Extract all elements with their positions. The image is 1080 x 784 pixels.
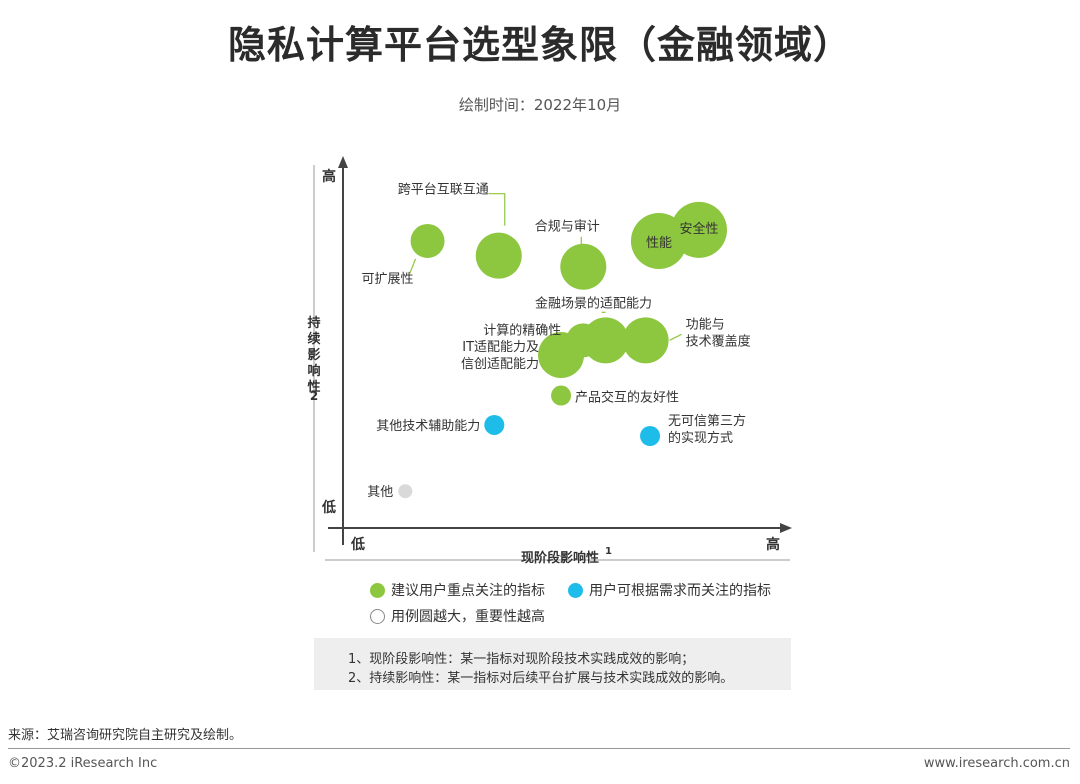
bubble-label: 安全性 — [679, 221, 718, 237]
bubble-point — [560, 243, 607, 290]
legend-item-size: 用例圆越大，重要性越高 — [370, 606, 545, 626]
bubble-label: 产品交互的友好性 — [575, 390, 679, 406]
x-tick-high: 高 — [766, 536, 780, 553]
y-axis-title-char: 持 — [307, 315, 320, 331]
source-note: 来源：艾瑞咨询研究院自主研究及绘制。 — [8, 728, 243, 743]
legend-item-green: 建议用户重点关注的指标 — [370, 580, 545, 600]
website-url: www.iresearch.com.cn — [923, 756, 1070, 771]
x-axis-title-sup: 1 — [605, 546, 612, 557]
bubble-point — [398, 484, 413, 499]
y-axis-title-char: 续 — [307, 331, 320, 347]
bubble-point — [671, 201, 727, 258]
bubble-label: 功能与技术覆盖度 — [686, 317, 751, 349]
bubble-series — [398, 201, 727, 499]
legend-blue-label: 用户可根据需求而关注的指标 — [589, 583, 771, 599]
footnotes-box: 1、现阶段影响性：某一指标对现阶段技术实践成效的影响； 2、持续影响性：某一指标… — [314, 638, 791, 690]
bubble-point — [622, 317, 669, 364]
y-axis-title: 持续影响性 — [307, 315, 320, 395]
bubble-point — [538, 332, 585, 379]
leader-line — [669, 333, 682, 341]
y-axis-title-char: 性 — [307, 379, 320, 395]
x-axis-arrow — [780, 523, 792, 533]
x-tick-low: 低 — [350, 536, 365, 553]
legend-size-swatch — [370, 608, 385, 624]
y-axis-title-char: 响 — [307, 363, 320, 379]
bubble-label: 计算的精确性 — [483, 322, 561, 338]
bubble-label: 合规与审计 — [535, 220, 600, 235]
page-title: 隐私计算平台选型象限（金融领域） — [227, 23, 852, 67]
bubble-point — [475, 232, 522, 279]
copyright: ©2023.2 iResearch Inc — [8, 756, 158, 771]
bubble-point — [640, 426, 661, 446]
y-axis-title-sup: 2 — [310, 389, 318, 403]
legend-size-label: 用例圆越大，重要性越高 — [391, 609, 545, 625]
page-subtitle: 绘制时间：2022年10月 — [458, 96, 622, 114]
bubble-label: 性能 — [646, 236, 672, 251]
bubble-label: 可扩展性 — [362, 272, 414, 287]
footer-divider — [8, 748, 1070, 749]
legend-green-swatch — [370, 582, 385, 598]
legend-item-blue: 用户可根据需求而关注的指标 — [568, 580, 771, 600]
leader-line — [488, 193, 506, 226]
bubble-label: 其他 — [367, 485, 393, 500]
y-axis-arrow — [338, 156, 348, 168]
x-axis-title: 现阶段影响性 — [521, 550, 599, 566]
footnote-1: 1、现阶段影响性：某一指标对现阶段技术实践成效的影响； — [348, 652, 695, 667]
y-axis-title-char: 影 — [307, 347, 320, 363]
bubble-label: IT适配能力及信创适配能力 — [461, 340, 539, 372]
bubble-label: 其他技术辅助能力 — [376, 419, 480, 434]
bubble-label: 跨平台互联互通 — [398, 183, 489, 198]
quadrant-chart: 高 低 低 高 现阶段影响性 1 持续影响性 2 可扩展性 跨平台互联互通合规与审… — [307, 156, 792, 566]
y-tick-high: 高 — [322, 168, 336, 185]
y-tick-low: 低 — [321, 499, 336, 516]
bubble-point — [551, 385, 572, 406]
bubble-label: 无可信第三方的实现方式 — [668, 413, 746, 446]
bubble-label: 金融场景的适配能力 — [535, 295, 652, 311]
leader-lines — [408, 193, 682, 352]
legend-blue-swatch — [568, 582, 583, 598]
bubble-point — [410, 223, 445, 258]
bubble-point — [484, 414, 505, 435]
footnote-2: 2、持续影响性：某一指标对后续平台扩展与技术实践成效的影响。 — [348, 671, 734, 686]
leader-line — [408, 258, 417, 275]
legend-green-label: 建议用户重点关注的指标 — [391, 583, 545, 599]
